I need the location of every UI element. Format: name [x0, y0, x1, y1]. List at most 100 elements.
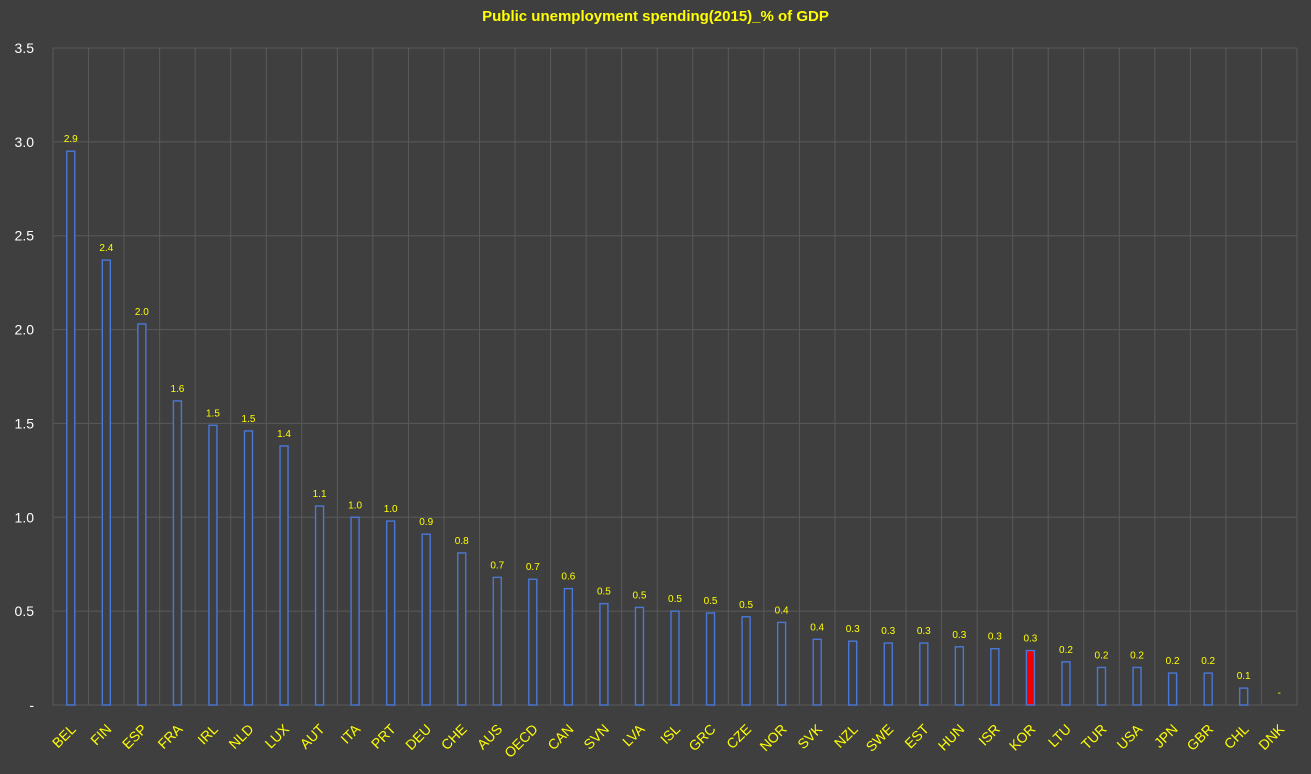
- data-label-kor: 0.3: [1023, 634, 1037, 645]
- category-label-jpn: JPN: [1151, 721, 1181, 751]
- y-tick-label: 0.5: [15, 603, 35, 619]
- data-label-gbr: 0.2: [1201, 656, 1215, 667]
- data-label-svn: 0.5: [597, 587, 611, 598]
- bar-nld: [243, 430, 254, 706]
- data-label-swe: 0.3: [881, 626, 895, 637]
- data-label-bel: 2.9: [64, 134, 78, 145]
- category-label-tur: TUR: [1078, 721, 1110, 753]
- data-label-esp: 2.0: [135, 307, 149, 318]
- category-label-oecd: OECD: [501, 721, 541, 761]
- bar-jpn: [1167, 672, 1178, 706]
- bar-grc: [705, 612, 716, 706]
- bar-fin: [101, 259, 112, 706]
- category-label-irl: IRL: [194, 721, 221, 748]
- data-label-lux: 1.4: [277, 429, 291, 440]
- bar-ltu: [1061, 661, 1071, 706]
- data-label-oecd: 0.7: [526, 562, 540, 573]
- category-label-che: CHE: [438, 721, 470, 753]
- category-label-aut: AUT: [297, 720, 328, 751]
- bar-gbr: [1203, 672, 1213, 706]
- category-label-ltu: LTU: [1045, 721, 1074, 750]
- bar-swe: [883, 642, 893, 706]
- bar-hun: [954, 646, 965, 706]
- bar-bel: [66, 150, 76, 706]
- data-label-aus: 0.7: [490, 560, 504, 571]
- category-label-can: CAN: [544, 721, 576, 753]
- bar-kor: [1025, 649, 1036, 706]
- data-label-hun: 0.3: [952, 630, 966, 641]
- data-label-est: 0.3: [917, 626, 931, 637]
- data-label-ltu: 0.2: [1059, 645, 1073, 656]
- category-label-esp: ESP: [119, 721, 150, 752]
- chart-title: Public unemployment spending(2015)_% of …: [482, 8, 829, 25]
- bar-aut: [314, 505, 325, 706]
- category-label-svn: SVN: [580, 721, 612, 753]
- bar-lux: [279, 445, 289, 706]
- category-label-nzl: NZL: [831, 721, 861, 751]
- category-label-prt: PRT: [368, 720, 399, 751]
- y-tick-label: 2.0: [15, 322, 35, 338]
- category-label-chl: CHL: [1221, 721, 1252, 752]
- bar-tur: [1096, 666, 1107, 706]
- data-label-dnk: -: [1278, 688, 1281, 699]
- bar-nzl: [848, 640, 858, 706]
- data-label-aut: 1.1: [313, 489, 327, 500]
- bar-che: [457, 552, 467, 706]
- bar-usa: [1132, 666, 1142, 706]
- data-label-can: 0.6: [561, 572, 575, 583]
- bar-can: [563, 587, 574, 706]
- category-label-kor: KOR: [1006, 721, 1039, 754]
- category-label-lva: LVA: [619, 720, 648, 749]
- data-label-usa: 0.2: [1130, 650, 1144, 661]
- bar-lva: [634, 606, 645, 706]
- data-label-fra: 1.6: [170, 384, 184, 395]
- data-label-prt: 1.0: [384, 504, 398, 515]
- category-label-hun: HUN: [935, 721, 968, 754]
- category-label-fin: FIN: [87, 721, 114, 748]
- data-label-svk: 0.4: [810, 622, 824, 633]
- data-label-isl: 0.5: [668, 594, 682, 605]
- category-label-aus: AUS: [474, 721, 506, 753]
- category-label-deu: DEU: [402, 721, 434, 753]
- data-label-nor: 0.4: [775, 605, 789, 616]
- category-label-lux: LUX: [262, 720, 293, 751]
- y-tick-label: 1.5: [15, 415, 35, 431]
- category-label-est: EST: [901, 720, 932, 751]
- data-label-isr: 0.3: [988, 632, 1002, 643]
- category-label-ita: ITA: [337, 720, 363, 746]
- bar-svk: [812, 638, 822, 706]
- bar-cze: [741, 616, 751, 706]
- bar-esp: [137, 323, 147, 706]
- y-tick-label: 2.5: [15, 228, 35, 244]
- bar-prt: [385, 520, 396, 706]
- y-tick-label: 3.5: [15, 40, 35, 56]
- bar-est: [919, 642, 929, 706]
- category-label-fra: FRA: [154, 720, 186, 752]
- bar-chl: [1238, 687, 1249, 706]
- category-label-isl: ISL: [657, 721, 683, 747]
- data-label-nld: 1.5: [242, 414, 256, 425]
- category-label-usa: USA: [1114, 720, 1146, 752]
- category-label-bel: BEL: [49, 721, 79, 751]
- data-label-chl: 0.1: [1237, 671, 1251, 682]
- data-label-irl: 1.5: [206, 408, 220, 419]
- data-label-grc: 0.5: [704, 596, 718, 607]
- category-label-nor: NOR: [756, 721, 789, 754]
- y-tick-label: 3.0: [15, 134, 35, 150]
- bar-irl: [208, 424, 218, 706]
- bar-ita: [350, 516, 360, 706]
- category-label-dnk: DNK: [1255, 720, 1288, 753]
- data-label-ita: 1.0: [348, 500, 362, 511]
- category-label-svk: SVK: [794, 720, 826, 752]
- bar-fra: [172, 400, 183, 706]
- bar-isl: [670, 610, 680, 706]
- bar-deu: [421, 533, 431, 706]
- category-label-nld: NLD: [225, 721, 256, 752]
- bar-oecd: [528, 578, 538, 706]
- data-label-lva: 0.5: [633, 590, 647, 601]
- data-label-cze: 0.5: [739, 600, 753, 611]
- bar-isr: [990, 647, 1000, 706]
- category-label-cze: CZE: [723, 721, 754, 752]
